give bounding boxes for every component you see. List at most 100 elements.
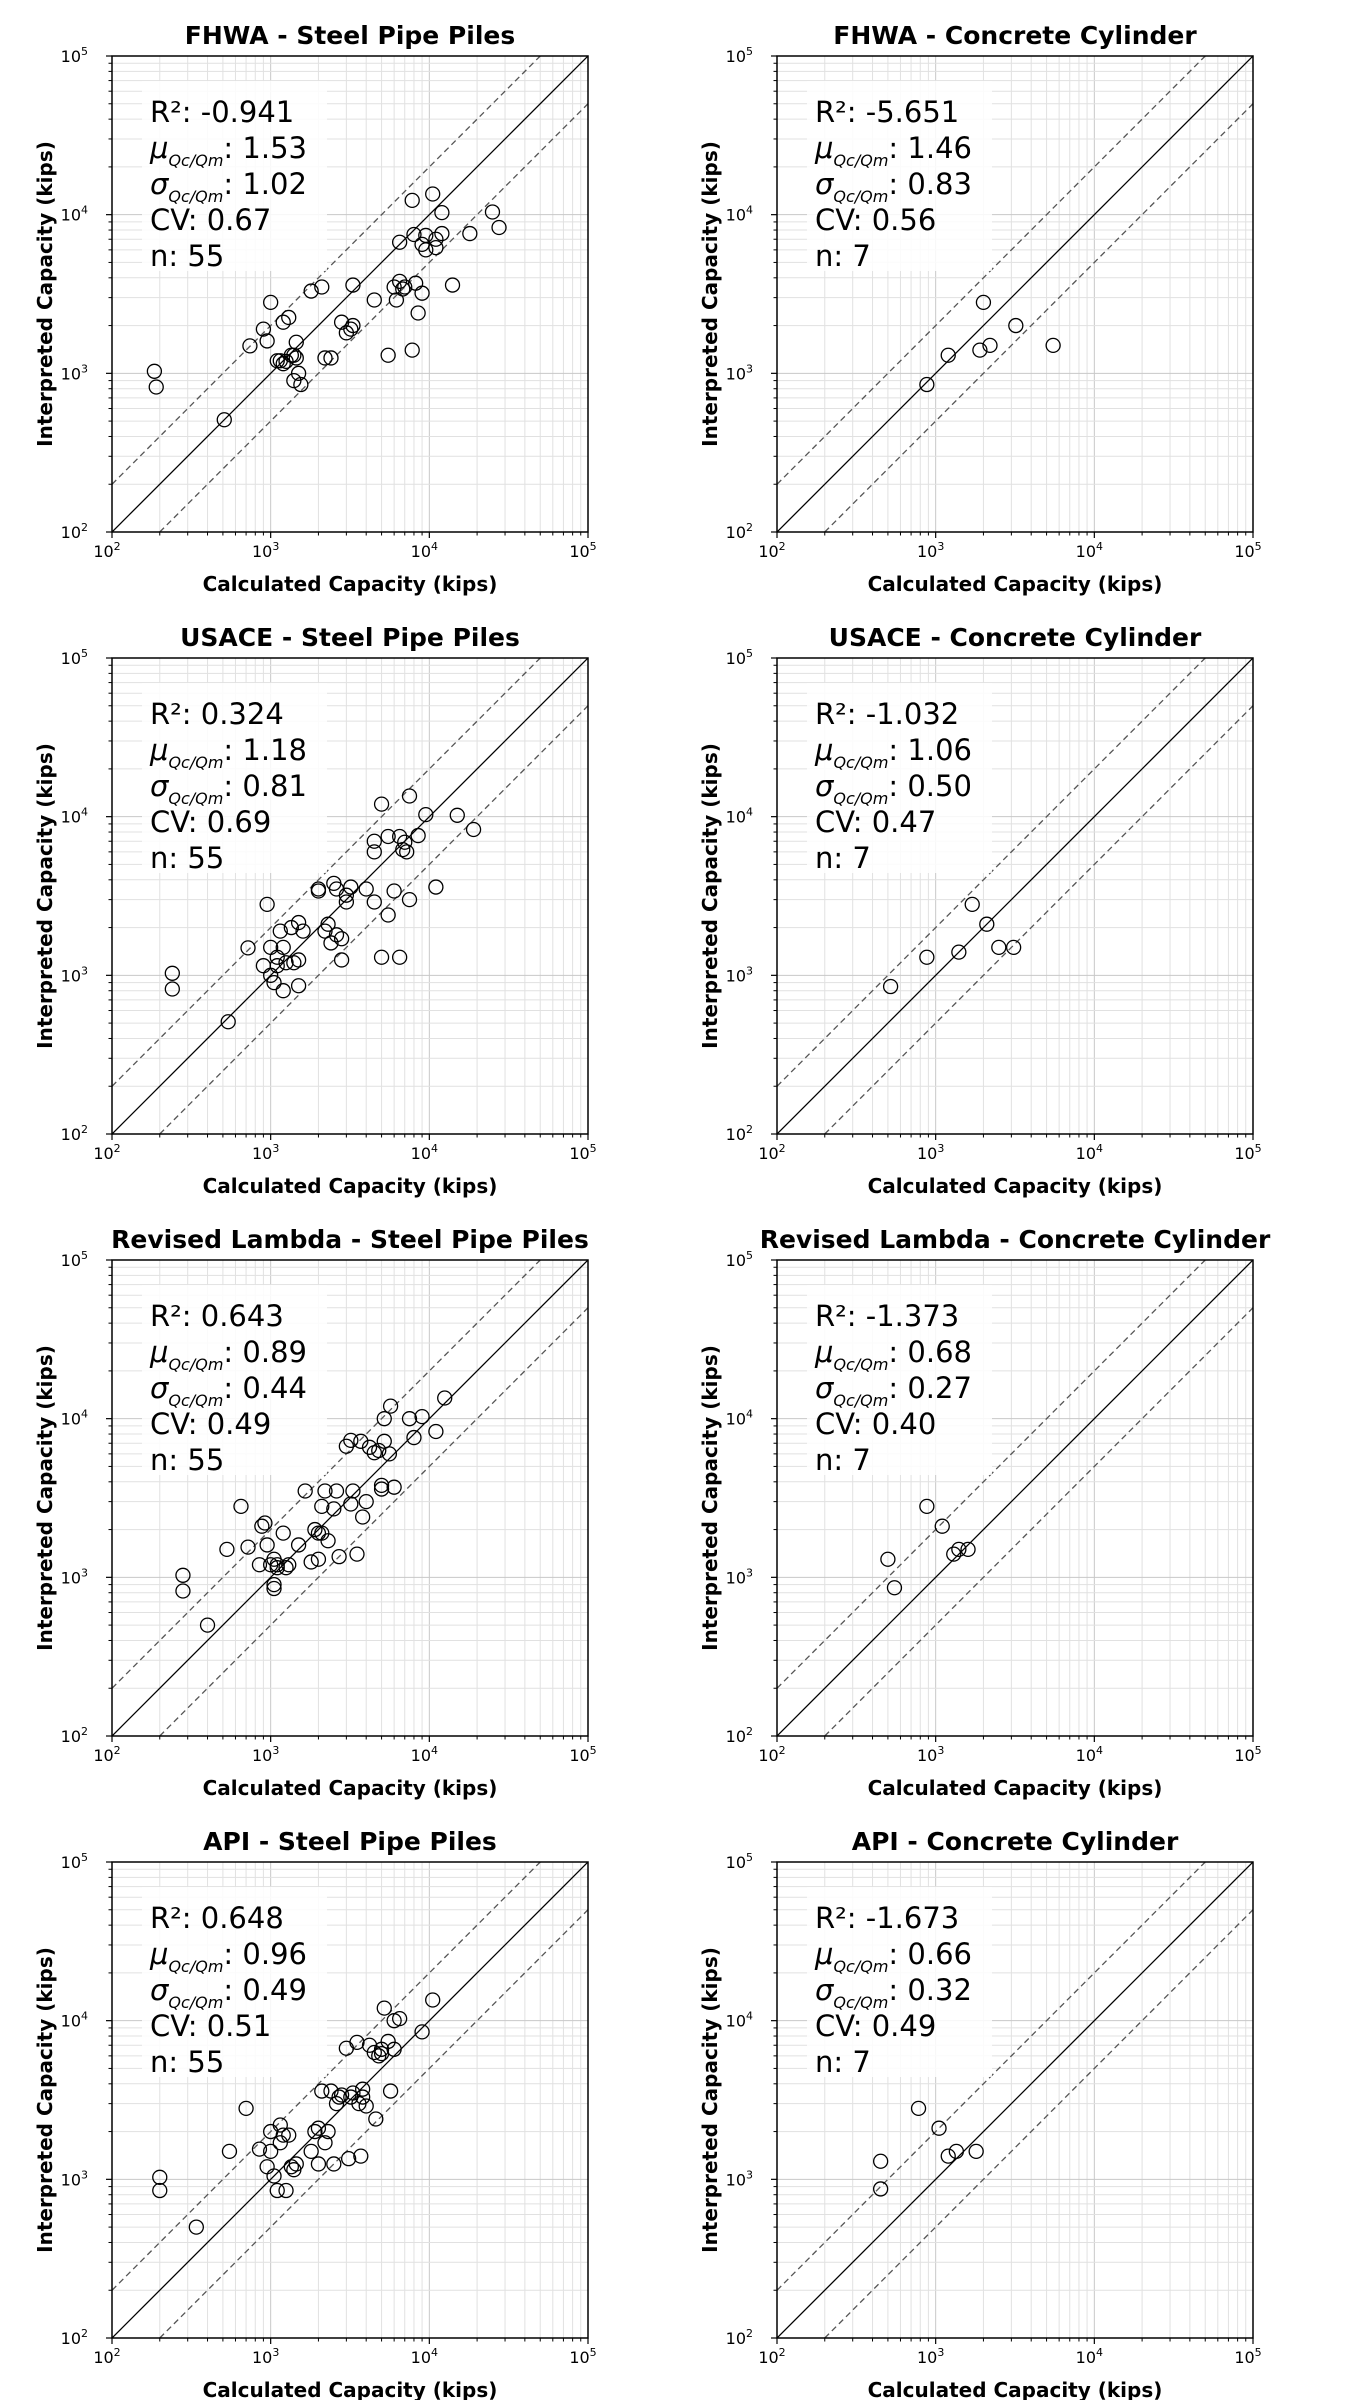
y-tick-label: 104: [61, 1408, 88, 1429]
y-tick-label: 103: [726, 362, 753, 383]
stat-n: n: 55: [150, 239, 224, 273]
data-point: [333, 931, 350, 947]
x-tick-label: 104: [411, 2346, 438, 2367]
data-point: [401, 1411, 418, 1427]
points: [872, 2100, 984, 2197]
x-axis-label: Calculated Capacity (kips): [868, 1776, 1163, 1800]
data-point: [310, 2156, 327, 2172]
y-tick-label: 103: [61, 1566, 88, 1587]
data-point: [345, 277, 361, 293]
data-point: [968, 2143, 984, 2160]
data-point: [404, 192, 420, 209]
data-point: [349, 2034, 365, 2051]
data-point: [975, 294, 992, 311]
y-tick-label: 105: [726, 45, 753, 66]
y-axis-label: Interpreted Capacity (kips): [33, 743, 57, 1049]
data-point: [283, 2159, 299, 2175]
x-tick-label: 103: [917, 1142, 944, 1163]
data-point: [175, 1567, 191, 1583]
data-point: [269, 958, 285, 974]
data-point: [366, 894, 382, 910]
data-point: [317, 350, 333, 366]
x-axis-label: Calculated Capacity (kips): [868, 572, 1163, 596]
data-point: [872, 2181, 889, 2197]
data-point: [307, 1521, 323, 1538]
data-point: [414, 2024, 430, 2040]
x-tick-label: 104: [1076, 2346, 1103, 2367]
data-point: [381, 1446, 398, 1462]
data-point: [414, 285, 430, 301]
stat-r2: R²: 0.643: [150, 1299, 284, 1333]
data-point: [220, 1014, 236, 1030]
data-point: [164, 981, 180, 997]
x-tick-label: 102: [93, 540, 120, 561]
data-point: [281, 1557, 297, 1573]
data-point: [391, 273, 408, 289]
data-point: [331, 2089, 347, 2105]
data-point: [880, 1551, 896, 1567]
y-tick-label: 103: [61, 964, 88, 985]
y-tick-label: 105: [61, 45, 88, 66]
data-point: [317, 2135, 333, 2151]
stats-box: [807, 1285, 992, 1475]
y-axis-label: Interpreted Capacity (kips): [33, 1345, 57, 1651]
data-point: [275, 939, 291, 956]
y-tick-label: 105: [61, 1249, 88, 1270]
stat-cv: CV: 0.51: [150, 2009, 271, 2043]
stat-mean: μQc/Qm: 0.96: [149, 1937, 307, 1976]
data-point: [175, 1583, 191, 1599]
data-point: [371, 2048, 387, 2064]
data-point: [266, 974, 282, 991]
one-to-two-line: [824, 1307, 1253, 1736]
stat-n: n: 7: [815, 1443, 871, 1477]
data-point: [1005, 939, 1022, 956]
data-point: [272, 2117, 288, 2133]
x-tick-label: 105: [569, 540, 596, 561]
data-point: [401, 788, 418, 804]
data-point: [266, 2168, 282, 2184]
points: [880, 1498, 976, 1596]
data-point: [148, 379, 164, 395]
data-point: [199, 1617, 216, 1633]
data-point: [349, 1546, 365, 1562]
data-point: [266, 1576, 282, 1593]
stat-mean: μQc/Qm: 1.46: [814, 131, 972, 170]
data-point: [219, 1541, 235, 1558]
data-point: [152, 2182, 168, 2199]
stat-mean: μQc/Qm: 1.06: [814, 733, 972, 772]
data-point: [345, 1483, 361, 1499]
points: [152, 1992, 441, 2235]
data-point: [303, 283, 319, 299]
data-point: [919, 949, 935, 965]
x-axis-label: Calculated Capacity (kips): [203, 2378, 498, 2400]
data-point: [376, 2000, 392, 2016]
data-point: [152, 2169, 168, 2185]
data-point: [934, 1518, 950, 1534]
data-point: [307, 2123, 323, 2140]
data-point: [401, 891, 418, 908]
stats-box: [142, 81, 327, 271]
data-point: [323, 350, 339, 366]
x-tick-label: 104: [1076, 540, 1103, 561]
data-point: [361, 1439, 378, 1455]
one-to-one-line: [777, 56, 1253, 532]
x-tick-label: 103: [252, 1142, 279, 1163]
data-point: [380, 828, 396, 845]
data-point: [353, 1433, 369, 1449]
data-point: [358, 881, 374, 897]
data-point: [428, 1423, 444, 1440]
data-point: [272, 923, 288, 939]
grid: [112, 658, 588, 1134]
stat-cv: CV: 0.67: [150, 203, 271, 237]
data-point: [310, 883, 327, 899]
x-axis-label: Calculated Capacity (kips): [203, 1776, 498, 1800]
data-point: [254, 1518, 270, 1534]
data-point: [310, 2120, 327, 2136]
data-point: [266, 1580, 282, 1597]
y-tick-label: 102: [726, 1725, 753, 1746]
data-point: [328, 2095, 345, 2112]
data-point: [386, 1479, 402, 1495]
data-point: [290, 914, 307, 931]
